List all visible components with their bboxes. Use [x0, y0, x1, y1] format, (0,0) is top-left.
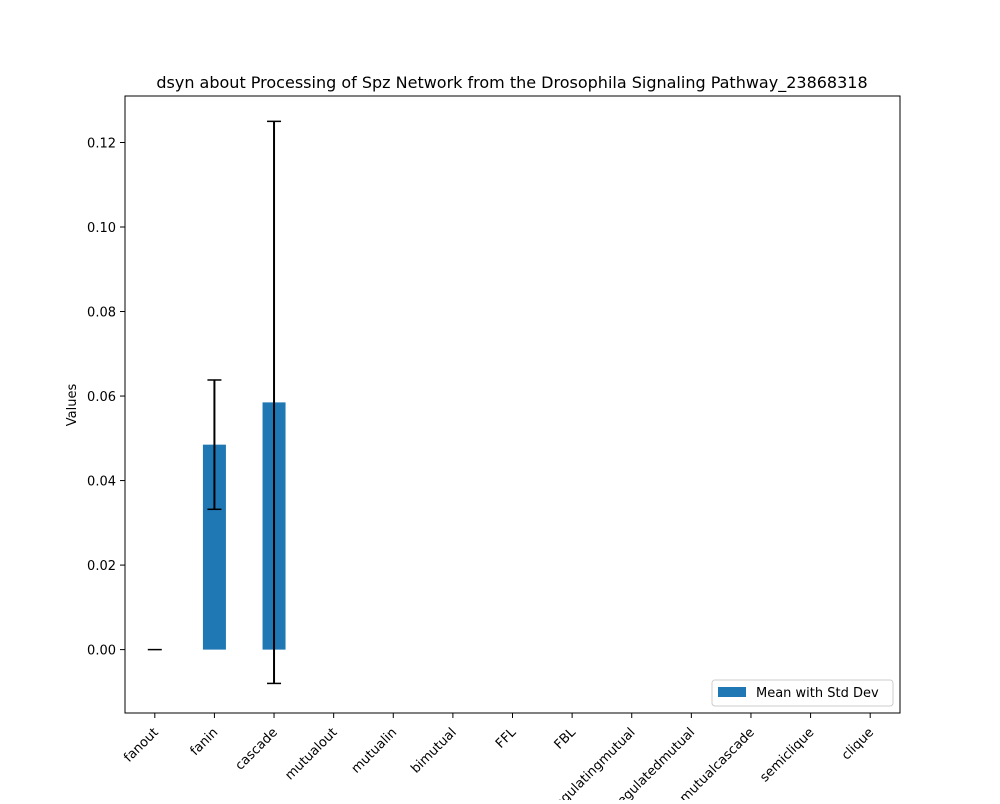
- x-tick-label: mutualout: [282, 725, 340, 783]
- x-tick-label: fanout: [121, 725, 161, 765]
- y-tick-label: 0.02: [87, 559, 116, 574]
- legend-frame: [711, 679, 894, 707]
- y-tick-label: 0.12: [87, 136, 116, 151]
- y-tick-label: 0.06: [87, 390, 116, 405]
- y-tick-label: 0.04: [87, 475, 116, 490]
- x-tick-label: semiclique: [757, 725, 817, 785]
- x-tick-label: clique: [839, 725, 877, 763]
- legend-swatch: [718, 687, 746, 697]
- y-tick-label: 0.10: [87, 221, 116, 236]
- x-tick-label: bimutual: [408, 725, 459, 776]
- y-axis-label: Values: [65, 384, 80, 427]
- chart-title: dsyn about Processing of Spz Network fro…: [156, 73, 867, 93]
- legend: Mean with Std Dev: [711, 679, 894, 707]
- x-tick-label: mutualin: [349, 725, 400, 776]
- legend-label: Mean with Std Dev: [756, 686, 879, 701]
- x-tick-label: fanin: [188, 725, 222, 759]
- x-tick-label: FFL: [493, 725, 520, 752]
- bar: [202, 444, 226, 650]
- y-tick-label: 0.00: [87, 644, 116, 659]
- x-tick-label: FBL: [552, 725, 580, 753]
- y-tick-label: 0.08: [87, 306, 116, 321]
- x-tick-label: cascade: [233, 725, 281, 773]
- axes-frame: [124, 95, 901, 714]
